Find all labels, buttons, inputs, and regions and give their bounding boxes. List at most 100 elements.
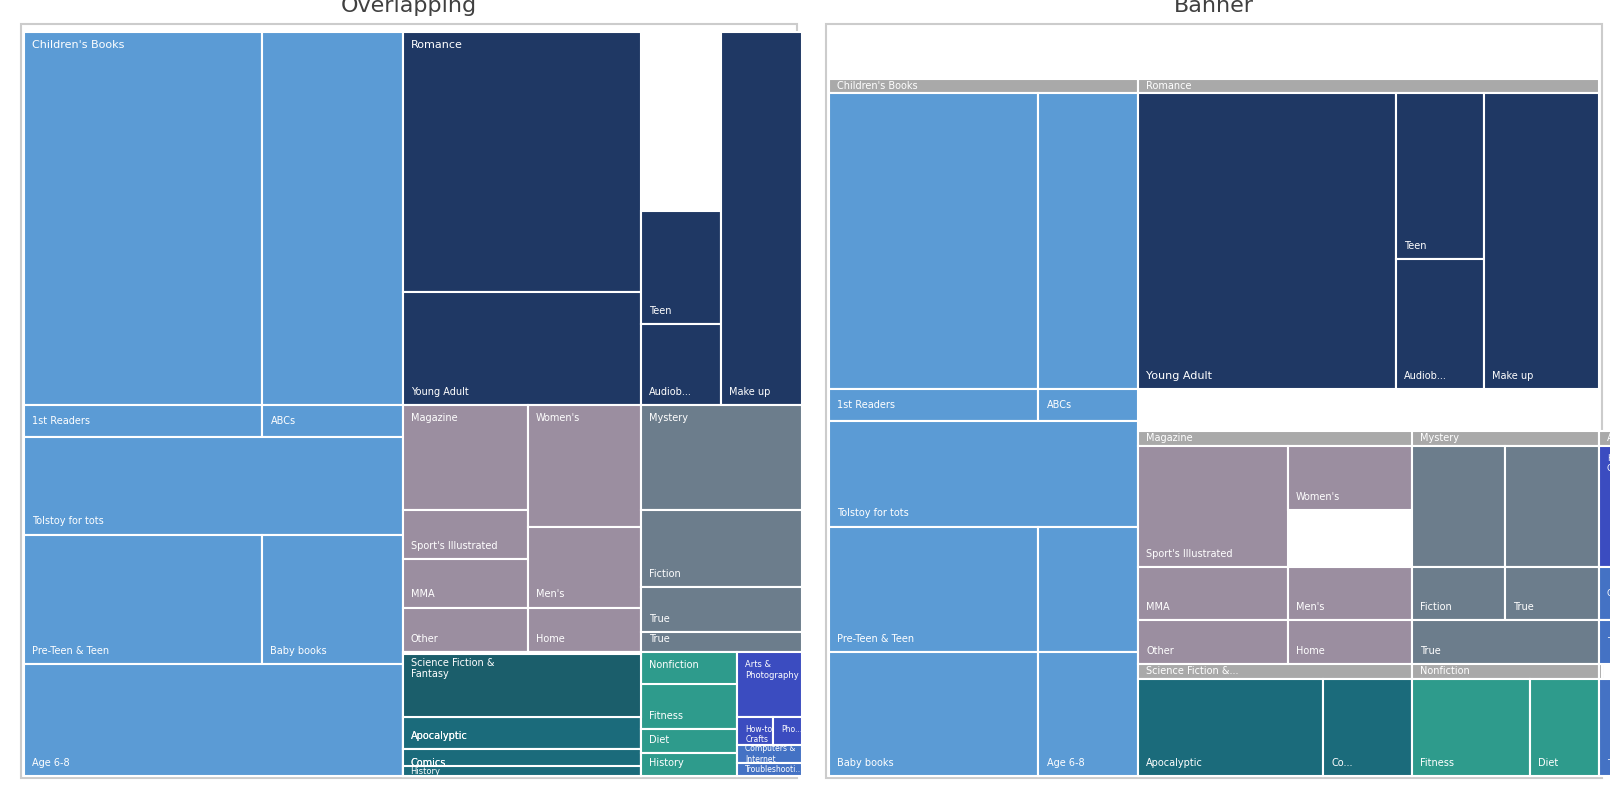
Text: Other: Other (411, 634, 438, 644)
Text: 1st Readers: 1st Readers (32, 416, 90, 426)
FancyBboxPatch shape (1599, 446, 1610, 567)
Text: Diet: Diet (1538, 758, 1558, 768)
FancyBboxPatch shape (402, 292, 641, 405)
FancyBboxPatch shape (402, 766, 641, 776)
FancyBboxPatch shape (402, 405, 528, 510)
Text: Audiob...: Audiob... (649, 387, 692, 397)
FancyBboxPatch shape (1412, 431, 1599, 446)
FancyBboxPatch shape (829, 652, 1038, 776)
Text: Tolstoy for tots: Tolstoy for tots (837, 509, 910, 518)
Text: Science Fiction &...: Science Fiction &... (1146, 667, 1238, 676)
FancyBboxPatch shape (1599, 431, 1610, 446)
Text: Men's: Men's (1296, 602, 1325, 612)
Text: ABCs: ABCs (270, 416, 296, 426)
Text: Comics: Comics (411, 758, 446, 768)
Text: Overlapping: Overlapping (341, 0, 477, 16)
Text: Age 6-8: Age 6-8 (32, 758, 69, 768)
Text: Apocalyptic: Apocalyptic (411, 731, 467, 741)
Text: Computers &
Internet: Computers & Internet (745, 744, 795, 764)
Text: Fitness: Fitness (649, 711, 683, 721)
FancyBboxPatch shape (24, 535, 262, 664)
Text: Pre-Teen & Teen: Pre-Teen & Teen (837, 634, 914, 644)
Text: Pho...: Pho... (781, 725, 802, 734)
Text: Computers &...: Computers &... (1607, 589, 1610, 598)
FancyBboxPatch shape (737, 763, 802, 776)
FancyBboxPatch shape (1038, 93, 1138, 389)
Text: Children's Books: Children's Books (32, 40, 124, 50)
FancyBboxPatch shape (528, 608, 641, 652)
Text: Women's: Women's (536, 413, 580, 423)
Text: Science Fiction &
Fantasy: Science Fiction & Fantasy (411, 660, 494, 682)
FancyBboxPatch shape (528, 405, 641, 526)
Text: Other: Other (1146, 646, 1174, 656)
Text: Pre-Teen & Teen: Pre-Teen & Teen (32, 646, 109, 656)
Text: Baby books: Baby books (837, 758, 894, 768)
FancyBboxPatch shape (1530, 679, 1599, 776)
FancyBboxPatch shape (402, 654, 641, 717)
FancyBboxPatch shape (641, 652, 737, 776)
FancyBboxPatch shape (402, 749, 641, 776)
FancyBboxPatch shape (641, 211, 721, 324)
FancyBboxPatch shape (1484, 93, 1599, 389)
FancyBboxPatch shape (1599, 679, 1610, 776)
Text: Mystery: Mystery (1420, 433, 1459, 443)
Text: Make up: Make up (1492, 371, 1534, 381)
Text: Teen: Teen (649, 306, 671, 316)
FancyBboxPatch shape (1138, 93, 1396, 389)
FancyBboxPatch shape (829, 389, 1038, 421)
Text: How-to
Crafts: How-to Crafts (745, 725, 773, 744)
Text: Fiction: Fiction (649, 569, 681, 579)
Text: Troubleshooti...: Troubleshooti... (1607, 759, 1610, 768)
Text: MMA: MMA (411, 590, 435, 599)
FancyBboxPatch shape (829, 93, 1038, 389)
Text: Arts &...: Arts &... (1607, 667, 1610, 676)
Text: True: True (649, 614, 670, 624)
Text: Audiob...: Audiob... (1404, 371, 1447, 381)
Text: Fiction: Fiction (1420, 602, 1452, 612)
FancyBboxPatch shape (773, 717, 802, 745)
FancyBboxPatch shape (1505, 567, 1599, 620)
Text: Romance: Romance (411, 40, 462, 50)
Text: Children's Books: Children's Books (837, 81, 918, 91)
FancyBboxPatch shape (402, 608, 528, 652)
Text: Magazine: Magazine (411, 413, 457, 423)
Text: Arts &...: Arts &... (1607, 433, 1610, 443)
Text: ABCs: ABCs (1046, 400, 1072, 410)
FancyBboxPatch shape (1288, 446, 1412, 510)
FancyBboxPatch shape (1138, 567, 1288, 620)
FancyBboxPatch shape (1138, 446, 1288, 567)
Text: Comics: Comics (411, 758, 446, 768)
Text: Troubleshooti...: Troubleshooti... (1607, 637, 1610, 646)
Text: Home: Home (1296, 646, 1325, 656)
FancyBboxPatch shape (721, 32, 802, 405)
FancyBboxPatch shape (737, 652, 802, 717)
FancyBboxPatch shape (262, 405, 402, 437)
FancyBboxPatch shape (1138, 679, 1323, 776)
Text: MMA: MMA (1146, 602, 1170, 612)
FancyBboxPatch shape (641, 587, 802, 632)
Text: Teen: Teen (1404, 241, 1426, 251)
Text: History: History (411, 766, 441, 776)
FancyBboxPatch shape (1412, 446, 1505, 567)
Text: Co...: Co... (1331, 758, 1352, 768)
FancyBboxPatch shape (402, 652, 641, 776)
Text: Home: Home (536, 634, 565, 644)
Text: Romance: Romance (1146, 81, 1191, 91)
FancyBboxPatch shape (1599, 664, 1602, 679)
FancyBboxPatch shape (262, 535, 402, 664)
FancyBboxPatch shape (402, 559, 528, 608)
FancyBboxPatch shape (641, 753, 737, 776)
FancyBboxPatch shape (641, 632, 802, 652)
FancyBboxPatch shape (402, 510, 528, 559)
Text: 1st Readers: 1st Readers (837, 400, 895, 410)
FancyBboxPatch shape (1396, 259, 1484, 389)
FancyBboxPatch shape (1412, 620, 1599, 664)
Text: Arts &
Photography: Arts & Photography (745, 660, 799, 680)
FancyBboxPatch shape (1138, 79, 1599, 93)
Text: History: History (649, 758, 684, 768)
FancyBboxPatch shape (1038, 526, 1138, 652)
FancyBboxPatch shape (24, 437, 402, 535)
Text: Science Fiction &
Fantasy: Science Fiction & Fantasy (411, 658, 494, 680)
FancyBboxPatch shape (1599, 567, 1610, 620)
Text: Fitness: Fitness (1420, 758, 1454, 768)
